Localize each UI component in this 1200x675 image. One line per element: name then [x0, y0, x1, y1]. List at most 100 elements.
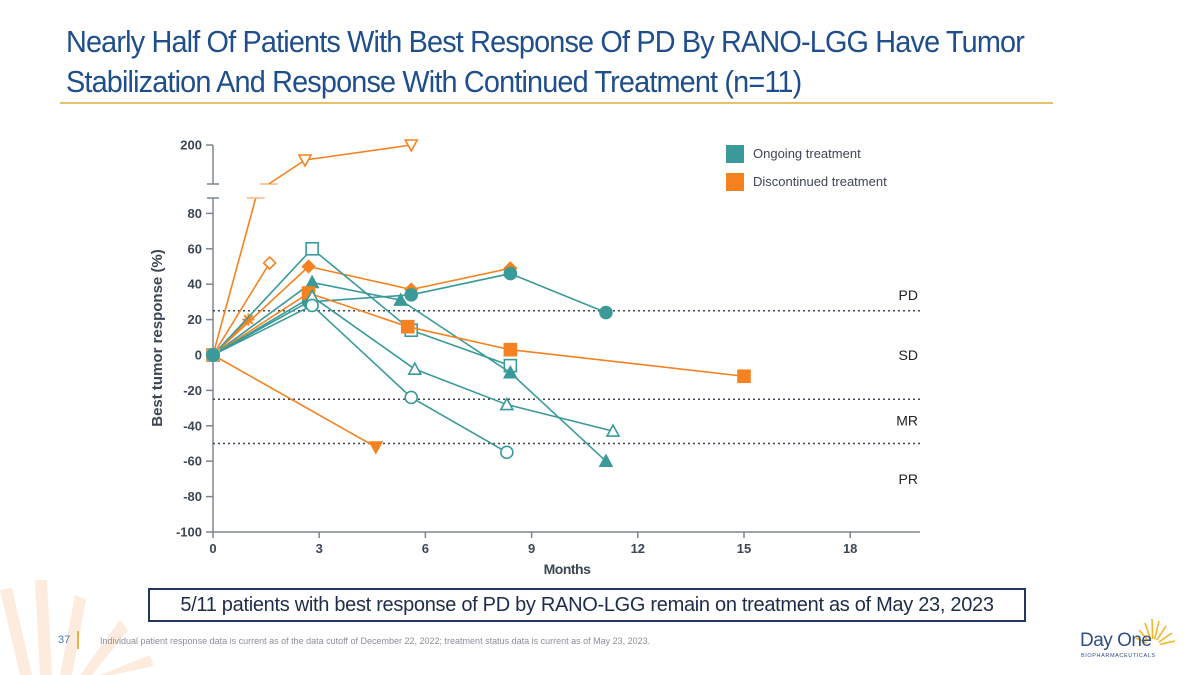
series-line — [304, 144, 412, 161]
series-line — [311, 304, 412, 399]
marker-square — [305, 242, 319, 256]
series-group — [206, 139, 751, 468]
series-line — [212, 292, 310, 356]
series-line — [212, 295, 313, 356]
series-line — [506, 403, 614, 432]
x-tick-label: 9 — [528, 541, 535, 556]
series-patient-10 — [212, 298, 514, 460]
series-line — [268, 159, 306, 185]
series-patient-6 — [212, 242, 518, 373]
y-tick-label: 40 — [188, 277, 202, 292]
marker-triangle — [605, 423, 621, 437]
series-line — [308, 292, 408, 328]
y-axis-label: Best tumor response (%) — [149, 249, 166, 427]
legend-swatch — [726, 145, 744, 163]
y-tick-label: 0 — [195, 348, 202, 363]
x-tick-label: 18 — [843, 541, 857, 556]
y-tick-label: -100 — [176, 525, 202, 540]
x-tick-label: 15 — [737, 541, 751, 556]
y-tick-label: 80 — [188, 206, 202, 221]
marker-circle — [500, 445, 514, 460]
marker-circle — [503, 266, 518, 281]
x-tick-label: 6 — [422, 541, 429, 556]
series-line — [410, 396, 508, 454]
legend-label: Discontinued treatment — [753, 174, 887, 189]
series-line — [510, 348, 745, 378]
y-tick-label: 20 — [188, 312, 202, 327]
y-tick-label: -80 — [183, 489, 202, 504]
marker-triangle-down — [368, 441, 384, 455]
marker-circle — [404, 390, 419, 405]
marker-circle — [206, 348, 220, 362]
page-number: 37 — [58, 634, 71, 646]
y-tick-label: -40 — [183, 418, 202, 433]
x-axis-label: Months — [544, 561, 591, 577]
series-line — [411, 267, 511, 291]
reference-lines: PD SD MR PR — [213, 287, 920, 487]
marker-triangle — [393, 292, 408, 306]
series-line — [212, 281, 313, 356]
page-number-divider — [77, 631, 79, 649]
sun-icon — [1135, 618, 1176, 650]
marker-triangle — [499, 396, 515, 411]
y-tick-label: -60 — [183, 454, 202, 469]
decorative-sunburst — [0, 580, 154, 675]
x-tick-label: 0 — [209, 541, 216, 556]
series-line — [308, 294, 412, 303]
series-line — [212, 197, 257, 356]
legend-swatch — [726, 173, 744, 191]
series-patient-9 — [212, 288, 621, 437]
marker-star — [242, 313, 255, 326]
marker-circle — [599, 305, 613, 320]
y-tick-label: 200 — [180, 138, 202, 153]
company-logo: Day One BIOPHARMACEUTICALS — [1080, 618, 1180, 668]
series-patient-1 — [212, 139, 419, 356]
series-line — [212, 265, 310, 356]
origin-markers — [206, 348, 220, 362]
series-line — [308, 265, 412, 291]
marker-diamond — [262, 255, 277, 271]
series-line — [410, 329, 511, 367]
series-line — [411, 272, 511, 296]
series-line — [212, 354, 377, 448]
logo-subtitle: BIOPHARMACEUTICALS — [1081, 653, 1156, 659]
series-line — [311, 281, 401, 301]
callout-text: 5/11 patients with best response of PD b… — [180, 593, 994, 616]
series-line — [414, 368, 508, 406]
series-line — [311, 295, 416, 370]
axes: -100 -80 -60 -40 -20 0 20 40 60 80 200 0 3 6 9 12 15 18 Mo… — [149, 138, 920, 577]
marker-triangle — [503, 365, 518, 379]
series-line — [212, 248, 313, 356]
series-patient-7 — [212, 274, 614, 468]
footnote: Individual patient response data is curr… — [100, 636, 651, 646]
x-tick-label: 12 — [631, 541, 645, 556]
marker-triangle — [598, 453, 614, 468]
zone-label: SD — [899, 347, 918, 363]
series-patient-2 — [212, 255, 277, 356]
marker-square — [737, 369, 751, 384]
marker-diamond — [301, 259, 316, 274]
series-line — [510, 272, 607, 314]
zone-label: MR — [896, 412, 918, 428]
y-tick-label: 60 — [188, 241, 202, 256]
marker-triangle-down — [297, 154, 313, 168]
marker-triangle — [304, 274, 320, 289]
series-line — [407, 325, 511, 351]
series-line — [212, 262, 271, 356]
marker-triangle — [407, 361, 423, 375]
series-line — [400, 299, 511, 374]
marker-triangle-down — [403, 139, 419, 153]
marker-square — [503, 342, 518, 357]
marker-circle — [404, 288, 419, 302]
x-tick-label: 3 — [316, 541, 323, 556]
slide-title: Nearly Half Of Patients With Best Respon… — [66, 24, 1025, 99]
series-patient-11 — [212, 354, 384, 455]
series-line — [311, 248, 412, 331]
legend-label: Ongoing treatment — [753, 146, 861, 161]
zone-label: PR — [899, 471, 918, 487]
zone-label: PD — [899, 287, 918, 303]
title-divider — [60, 102, 1053, 104]
legend: Ongoing treatment Discontinued treatment — [726, 145, 887, 191]
callout-box: 5/11 patients with best response of PD b… — [148, 588, 1026, 622]
logo-name: Day One — [1080, 630, 1152, 651]
